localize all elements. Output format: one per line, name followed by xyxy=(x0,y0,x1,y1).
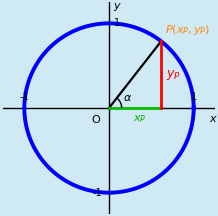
Text: y: y xyxy=(113,1,120,11)
Text: x: x xyxy=(209,114,216,124)
Text: 1: 1 xyxy=(114,18,120,28)
Text: $y_P$: $y_P$ xyxy=(166,68,181,82)
Text: 1: 1 xyxy=(191,92,197,102)
Text: α: α xyxy=(123,93,131,103)
Text: $P(x_P,y_P)$: $P(x_P,y_P)$ xyxy=(165,23,210,37)
Text: O: O xyxy=(92,115,100,125)
Text: -1: -1 xyxy=(20,92,29,102)
Text: $x_P$: $x_P$ xyxy=(133,113,146,125)
Text: -1: -1 xyxy=(93,188,102,198)
